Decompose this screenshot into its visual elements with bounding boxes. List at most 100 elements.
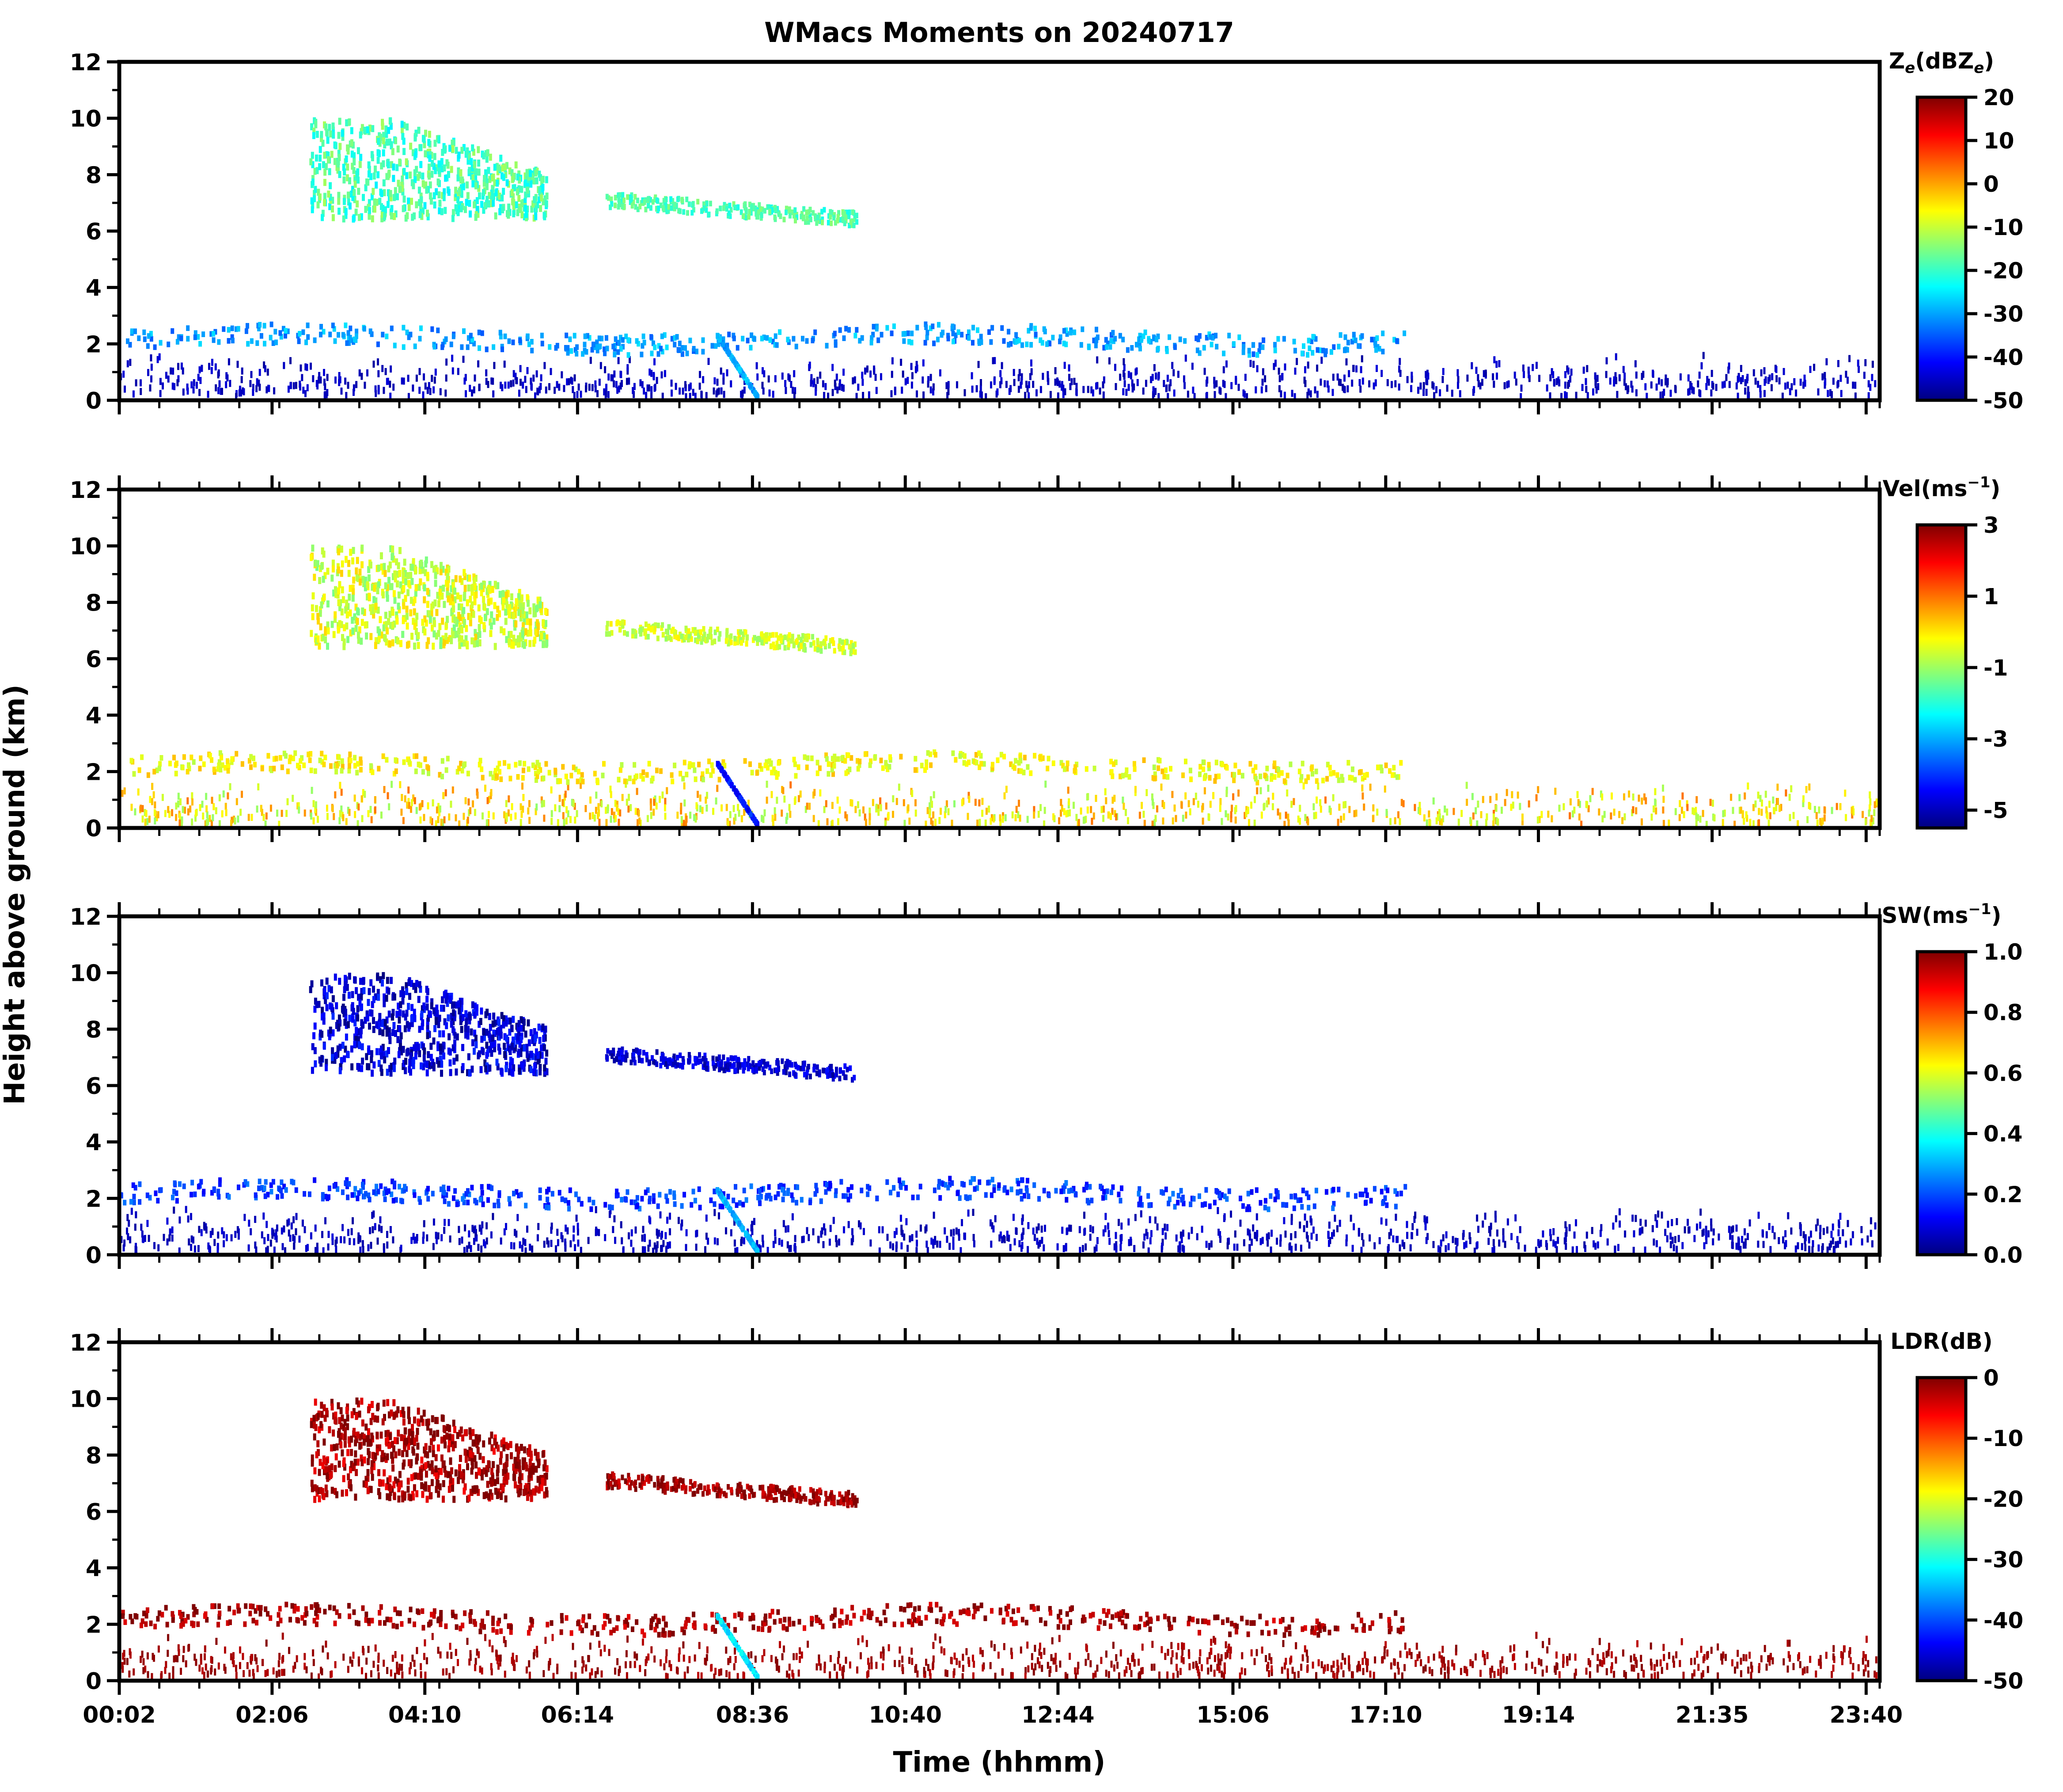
cloud-tail-cell bbox=[719, 205, 722, 212]
upper-cloud-cell bbox=[497, 164, 501, 172]
clutter-cell bbox=[1328, 805, 1331, 813]
clutter-cell bbox=[944, 811, 946, 819]
clutter-cell bbox=[785, 387, 787, 394]
clutter-cell bbox=[1033, 811, 1035, 819]
clutter-cell bbox=[1135, 367, 1138, 375]
mid-layer-cell bbox=[621, 344, 625, 350]
mid-layer-cell bbox=[573, 333, 576, 339]
clutter-cell bbox=[353, 384, 355, 391]
upper-cloud-cell bbox=[356, 608, 360, 616]
cloud-tail-cell bbox=[841, 649, 845, 655]
upper-cloud-cell bbox=[507, 203, 511, 211]
mid-layer-cell bbox=[1009, 341, 1013, 347]
clutter-cell bbox=[1304, 366, 1306, 373]
clutter-cell bbox=[286, 798, 289, 805]
cloud-tail-cell bbox=[623, 630, 626, 636]
upper-cloud-cell bbox=[323, 152, 326, 159]
mid-layer-cell bbox=[750, 770, 754, 776]
cloud-tail-cell bbox=[797, 642, 800, 648]
clutter-cell bbox=[522, 381, 524, 389]
upper-cloud-cell bbox=[441, 148, 444, 156]
clutter-cell bbox=[1852, 381, 1854, 389]
upper-cloud-cell bbox=[398, 569, 402, 577]
cloud-tail-cell bbox=[842, 645, 845, 651]
upper-cloud-cell bbox=[370, 193, 374, 201]
cloud-tail-cell bbox=[848, 209, 851, 215]
mid-layer-cell bbox=[1162, 774, 1166, 779]
clutter-cell bbox=[1127, 371, 1130, 378]
upper-cloud-cell bbox=[390, 141, 393, 148]
clutter-cell bbox=[206, 811, 209, 819]
clutter-cell bbox=[269, 805, 272, 812]
clutter-cell bbox=[766, 797, 768, 804]
clutter-cell bbox=[1386, 379, 1389, 387]
mid-layer-cell bbox=[1286, 772, 1289, 778]
mid-layer-cell bbox=[263, 341, 266, 347]
clutter-cell bbox=[626, 364, 629, 372]
clutter-cell bbox=[900, 359, 903, 366]
upper-cloud-cell bbox=[367, 161, 371, 169]
clutter-cell bbox=[521, 782, 523, 790]
cloud-tail-cell bbox=[647, 196, 650, 202]
mid-layer-cell bbox=[1102, 345, 1106, 351]
mid-layer-cell bbox=[149, 336, 153, 342]
clutter-cell bbox=[314, 806, 317, 813]
cloud-tail-cell bbox=[845, 638, 848, 645]
upper-cloud-cell bbox=[326, 642, 329, 650]
mid-layer-cell bbox=[359, 767, 363, 773]
mid-layer-cell bbox=[1343, 334, 1347, 340]
clutter-cell bbox=[1339, 379, 1342, 386]
mid-layer-cell bbox=[1041, 755, 1045, 761]
upper-cloud-cell bbox=[324, 629, 327, 636]
clutter-cell bbox=[1749, 819, 1752, 826]
clutter-cell bbox=[358, 369, 361, 376]
clutter-cell bbox=[979, 391, 982, 398]
clutter-cell bbox=[175, 802, 178, 810]
cloud-tail-cell bbox=[792, 213, 796, 219]
cloud-tail-cell bbox=[754, 205, 757, 211]
cloud-tail-cell bbox=[791, 634, 794, 640]
cloud-tail-cell bbox=[691, 201, 695, 207]
mid-layer-cell bbox=[1346, 339, 1350, 345]
mid-layer-cell bbox=[1046, 766, 1050, 771]
clutter-cell bbox=[1361, 784, 1364, 792]
colorbar-label-mid: (dBZ bbox=[1915, 48, 1974, 74]
clutter-cell bbox=[510, 813, 512, 821]
mid-layer-cell bbox=[967, 329, 971, 335]
clutter-cell bbox=[1659, 391, 1662, 399]
cloud-tail-cell bbox=[649, 197, 652, 203]
clutter-cell bbox=[853, 376, 856, 383]
upper-cloud-cell bbox=[441, 618, 444, 625]
cloud-tail-cell bbox=[661, 632, 665, 638]
clutter-cell bbox=[439, 805, 441, 813]
upper-cloud-cell bbox=[315, 131, 319, 138]
mid-layer-cell bbox=[1029, 323, 1033, 329]
mid-layer-cell bbox=[477, 330, 481, 335]
mid-layer-cell bbox=[561, 764, 565, 770]
mid-layer-cell bbox=[231, 338, 235, 344]
mid-layer-cell bbox=[1337, 777, 1341, 783]
clutter-cell bbox=[1245, 810, 1248, 817]
mid-layer-cell bbox=[280, 764, 284, 771]
clutter-cell bbox=[1400, 799, 1403, 806]
clutter-cell bbox=[258, 380, 260, 387]
fall-streak-cell bbox=[749, 383, 752, 389]
clutter-cell bbox=[1740, 806, 1742, 814]
clutter-cell bbox=[1317, 782, 1320, 790]
clutter-cell bbox=[1361, 792, 1364, 800]
clutter-cell bbox=[1435, 817, 1438, 824]
mid-layer-cell bbox=[226, 768, 230, 774]
upper-cloud-cell bbox=[371, 215, 374, 223]
upper-cloud-cell bbox=[450, 585, 453, 592]
cloud-tail-cell bbox=[832, 640, 835, 646]
upper-cloud-cell bbox=[404, 570, 407, 577]
upper-cloud-cell bbox=[455, 147, 458, 154]
clutter-cell bbox=[1092, 389, 1094, 397]
upper-cloud-cell bbox=[460, 603, 463, 611]
cloud-tail-cell bbox=[705, 637, 709, 643]
mid-layer-cell bbox=[979, 334, 983, 340]
clutter-cell bbox=[699, 794, 702, 802]
upper-cloud-cell bbox=[502, 188, 505, 195]
cloud-tail-cell bbox=[618, 201, 622, 208]
clutter-cell bbox=[164, 810, 167, 817]
